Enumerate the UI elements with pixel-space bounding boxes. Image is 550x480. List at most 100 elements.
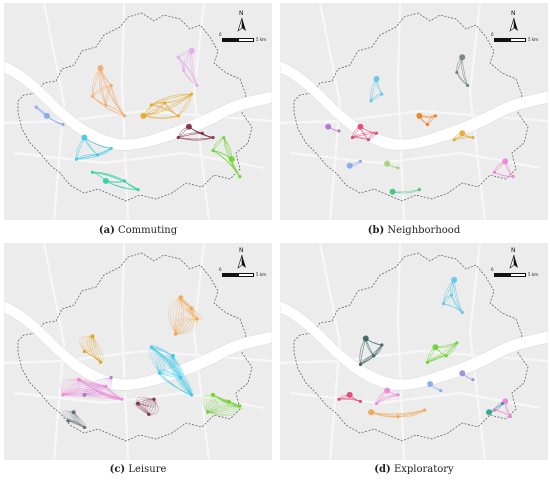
flow-node bbox=[190, 393, 194, 397]
flow-node bbox=[466, 83, 470, 88]
flow-line bbox=[84, 377, 112, 395]
flow-cluster-3 bbox=[60, 377, 124, 401]
caption-commuting: (a) Commuting bbox=[4, 225, 272, 236]
flow-node bbox=[486, 409, 493, 416]
road-3 bbox=[468, 3, 487, 220]
flow-line bbox=[207, 405, 240, 413]
flow-cluster-7 bbox=[62, 410, 87, 430]
north-arrow-icon: N bbox=[236, 10, 248, 33]
flow-line bbox=[35, 106, 64, 125]
flow-line bbox=[142, 398, 155, 415]
flow-line bbox=[143, 115, 179, 119]
flow-line bbox=[151, 93, 192, 106]
map-commuting bbox=[4, 3, 272, 220]
flow-line bbox=[228, 401, 243, 410]
flow-node bbox=[61, 393, 65, 397]
map-leisure bbox=[4, 243, 272, 460]
flow-line bbox=[105, 85, 112, 106]
flow-line bbox=[175, 307, 192, 335]
flow-cluster-0 bbox=[176, 47, 199, 88]
flow-node bbox=[346, 391, 353, 398]
flow-line bbox=[151, 346, 192, 395]
flow-line bbox=[175, 307, 192, 335]
flow-line bbox=[164, 93, 192, 104]
flow-node bbox=[374, 131, 379, 135]
flow-cluster-8 bbox=[492, 158, 515, 179]
flow-line bbox=[84, 377, 112, 396]
road-4 bbox=[318, 3, 342, 220]
flow-line bbox=[453, 279, 463, 313]
flow-cluster-6 bbox=[201, 392, 243, 417]
flow-node bbox=[181, 68, 186, 72]
north-label: N bbox=[239, 10, 244, 17]
flow-node bbox=[502, 158, 509, 165]
flow-line bbox=[81, 336, 93, 352]
flow-cluster-5 bbox=[427, 381, 443, 393]
flow-node bbox=[441, 302, 446, 306]
scale-distance: 5 km bbox=[256, 37, 267, 42]
flow-node bbox=[439, 388, 443, 393]
flow-node bbox=[368, 409, 375, 416]
flow-line bbox=[62, 394, 122, 400]
flow-node bbox=[120, 397, 124, 401]
flow-node bbox=[471, 135, 475, 140]
flow-line bbox=[360, 344, 383, 365]
flow-line bbox=[212, 137, 224, 151]
flow-cluster-6 bbox=[211, 135, 242, 179]
caption-title: Exploratory bbox=[393, 464, 454, 475]
flow-line bbox=[206, 399, 230, 413]
north-arrow-icon: N bbox=[508, 10, 520, 33]
flow-line bbox=[201, 394, 214, 413]
flow-line bbox=[148, 399, 159, 415]
flow-line bbox=[92, 85, 112, 97]
flow-node bbox=[211, 135, 215, 140]
flow-node bbox=[358, 399, 362, 404]
flow-line bbox=[207, 405, 241, 415]
flow-line bbox=[105, 85, 112, 106]
flow-node bbox=[384, 160, 391, 167]
flow-line bbox=[178, 132, 203, 138]
flow-line bbox=[443, 279, 455, 304]
flow-node bbox=[416, 112, 423, 119]
flow-node bbox=[77, 377, 82, 382]
flow-node bbox=[176, 55, 180, 59]
flow-cluster-6 bbox=[346, 159, 362, 169]
flow-line bbox=[79, 335, 93, 352]
district-boundary bbox=[293, 252, 529, 442]
caption-title: Commuting bbox=[118, 225, 178, 236]
flow-cluster-6 bbox=[368, 408, 427, 419]
flow-node bbox=[358, 362, 362, 367]
road-1 bbox=[396, 243, 406, 460]
flow-node bbox=[66, 419, 70, 423]
flow-node bbox=[222, 135, 226, 140]
flow-line bbox=[84, 377, 112, 396]
flow-node bbox=[179, 375, 183, 380]
flow-node bbox=[459, 130, 466, 137]
flow-node bbox=[102, 177, 109, 184]
flow-node bbox=[81, 134, 88, 141]
flow-line bbox=[178, 94, 192, 117]
scale-zero: 0 bbox=[491, 32, 494, 37]
caption-neighborhood: (b) Neighborhood bbox=[280, 225, 548, 236]
flow-node bbox=[97, 65, 104, 72]
flow-cluster-0 bbox=[168, 295, 203, 336]
scale-zero: 0 bbox=[491, 267, 494, 272]
flow-cluster-7 bbox=[384, 160, 400, 170]
flow-node bbox=[82, 349, 86, 354]
map-exploratory bbox=[280, 243, 548, 460]
flow-line bbox=[105, 180, 139, 190]
flow-node bbox=[195, 317, 199, 321]
flow-line bbox=[78, 379, 123, 401]
flow-line bbox=[92, 85, 112, 97]
flow-line bbox=[84, 377, 112, 396]
flow-line bbox=[159, 355, 173, 374]
flow-node bbox=[374, 401, 379, 406]
flow-line bbox=[84, 336, 96, 352]
flow-cluster-3 bbox=[337, 391, 362, 404]
flow-node bbox=[337, 129, 341, 133]
han-river bbox=[280, 300, 548, 391]
flow-node bbox=[425, 360, 429, 364]
flow-node bbox=[163, 101, 167, 105]
north-arrow-icon: N bbox=[236, 247, 248, 270]
flow-line bbox=[168, 297, 181, 335]
